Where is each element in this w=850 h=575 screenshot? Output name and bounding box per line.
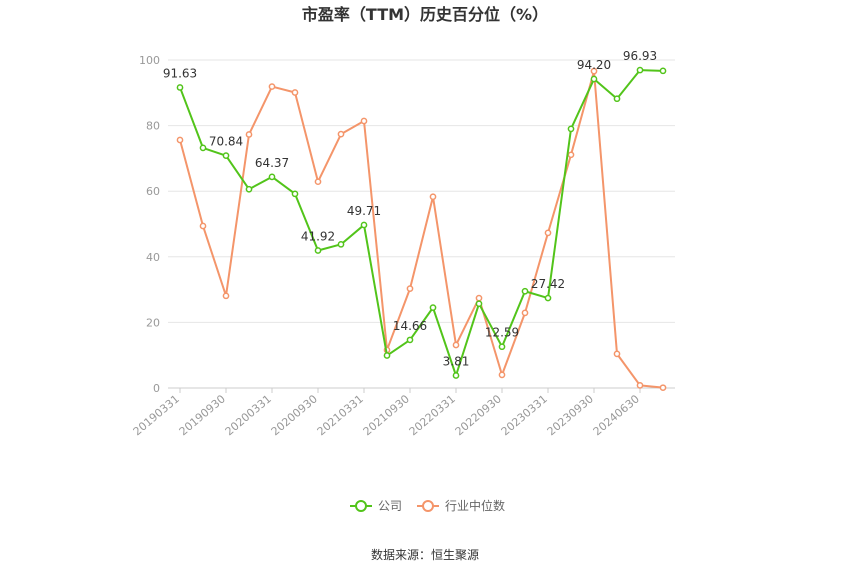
series-0-point [199,144,207,152]
series-1-point [199,222,207,230]
series-0-point [659,67,667,75]
x-tick-label: 20230930 [545,392,596,438]
x-tick-label: 20220331 [407,392,458,438]
x-tick-label: 20210331 [315,392,366,438]
legend-swatch-marker [355,500,367,512]
data-label: 91.63 [163,66,197,80]
legend-swatch-marker [422,500,434,512]
series-0-point [498,343,506,351]
series-0-point [521,287,529,295]
data-label: 94.20 [577,58,611,72]
data-label: 12.59 [485,326,519,340]
series-0-point [636,66,644,74]
series-layer [176,66,667,392]
series-0-point [291,190,299,198]
series-0-point [429,304,437,311]
series-0-point [176,84,184,91]
y-tick-label: 60 [146,185,160,198]
series-1-point [314,178,322,186]
series-1-point [567,151,575,159]
x-tick-label: 20240630 [591,392,642,438]
series-0-point [383,352,391,359]
data-label: 49.71 [347,204,381,218]
series-0-point [268,173,276,181]
series-0-point [337,240,345,248]
y-tick-label: 20 [146,316,160,329]
series-0-point [314,247,322,254]
series-1-point [544,229,552,237]
data-label: 3.81 [443,355,470,369]
series-line-1 [179,70,664,389]
series-1-point [659,384,667,392]
legend-label: 行业中位数 [445,498,505,513]
series-0-point [222,152,230,159]
series-1-point [613,350,621,358]
series-1-point [475,294,483,302]
series-1-point [222,292,230,300]
series-1-point [590,67,598,75]
x-axis: 2019033120190930202003312020093020210331… [131,388,642,438]
series-1-point [498,371,506,379]
y-tick-label: 40 [146,251,160,264]
series-1-point [337,130,345,138]
x-tick-label: 20190930 [177,392,228,438]
series-0-point [590,75,598,83]
legend-item-0[interactable]: 公司 [350,499,402,513]
y-axis: 0 20 40 60 80 100 [139,54,160,395]
x-tick-label: 20200331 [223,392,274,438]
x-tick-label: 20210930 [361,392,412,438]
x-tick-label: 20200930 [269,392,320,438]
series-1-point [452,341,460,349]
y-tick-label: 80 [146,120,160,133]
series-1-point [268,83,276,90]
series-0-point [245,185,253,193]
source-note: 数据来源：恒生聚源 [371,547,479,562]
x-tick-label: 20190331 [131,392,182,438]
data-label: 70.84 [209,135,243,149]
series-0-point [452,372,460,379]
series-0-point [613,95,621,103]
series-1-point [291,89,299,96]
series-1-point [176,136,184,144]
series-1-point [406,285,414,292]
data-labels: 91.63 70.84 64.37 41.92 49.71 14.66 3.81 12.59 2… [163,49,657,368]
grid-lines [168,59,675,389]
series-1-point [636,382,644,389]
series-1-point [360,117,368,125]
series-0-point [544,294,552,302]
x-tick-label: 20220930 [453,392,504,438]
legend-item-1[interactable]: 行业中位数 [417,498,505,513]
data-label: 27.42 [531,277,565,291]
legend[interactable]: 公司 行业中位数 [350,498,505,513]
data-label: 96.93 [623,49,657,63]
y-tick-label: 100 [139,54,160,67]
y-tick-label: 0 [153,382,160,395]
series-line-0 [179,69,664,377]
series-1-point [245,131,253,138]
series-0-point [567,125,575,133]
data-label: 64.37 [255,156,289,170]
series-0-point [475,300,483,308]
chart-title: 市盈率（TTM）历史百分位（%） [302,5,548,24]
series-0-point [406,336,414,344]
x-tick-label: 20230331 [499,392,550,438]
series-1-point [521,309,529,317]
legend-label: 公司 [378,499,402,513]
series-1-point [429,193,437,201]
data-label: 41.92 [301,230,335,244]
series-0-point [360,221,368,229]
data-label: 14.66 [393,319,427,333]
